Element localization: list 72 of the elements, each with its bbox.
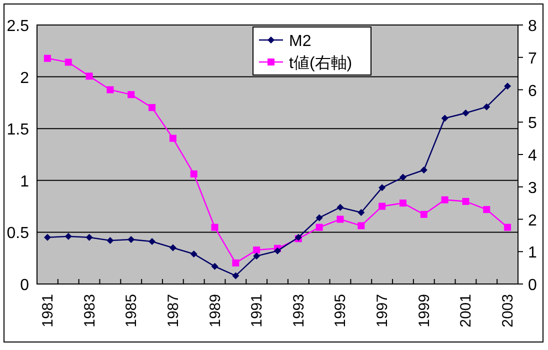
point <box>420 210 428 218</box>
point <box>358 222 365 230</box>
y-tick-label: 0 <box>20 277 30 294</box>
y-tick-label: 2 <box>20 70 30 87</box>
point <box>504 224 512 231</box>
point <box>336 216 344 223</box>
y2-tick-label: 7 <box>528 50 537 68</box>
point <box>190 250 198 258</box>
point <box>483 103 490 110</box>
point <box>44 234 51 241</box>
y2-tick-label: 0 <box>528 277 537 294</box>
y2-tick-label: 8 <box>528 18 537 35</box>
x-tick-label: 2001 <box>458 294 475 328</box>
point <box>483 206 490 214</box>
y2-tick-label: 4 <box>528 148 537 164</box>
y2-tick-label: 5 <box>528 115 537 132</box>
point <box>211 262 218 270</box>
point <box>378 184 386 192</box>
x-tick-label: 1999 <box>416 294 433 328</box>
point <box>86 72 93 80</box>
x-tick-label: 1993 <box>290 294 308 328</box>
point <box>420 166 428 174</box>
point <box>441 196 448 204</box>
point <box>253 252 260 260</box>
point <box>399 174 406 181</box>
point <box>462 198 470 205</box>
point <box>86 234 93 241</box>
point <box>504 82 512 90</box>
x-tick-label: 1995 <box>332 294 350 328</box>
point <box>399 200 406 207</box>
x-tick-label: 1989 <box>206 294 224 328</box>
x-tick-label: 1987 <box>164 294 182 328</box>
point <box>274 247 281 254</box>
point <box>64 58 72 66</box>
point <box>316 224 323 231</box>
point <box>128 236 135 243</box>
point <box>358 209 365 216</box>
point <box>462 110 470 117</box>
x-tick-label: 2003 <box>500 294 517 328</box>
y2-tick-label: 6 <box>528 82 537 100</box>
x-tick-label: 1991 <box>248 294 266 328</box>
point <box>106 86 114 94</box>
point <box>106 236 114 244</box>
point <box>128 91 135 98</box>
point <box>316 214 323 222</box>
point <box>441 114 448 122</box>
y-tick-label: 2.5 <box>6 18 30 35</box>
point <box>148 238 156 246</box>
x-tick-label: 1983 <box>81 294 98 328</box>
y2-tick-label: 3 <box>528 180 537 197</box>
y-tick-label: 1.5 <box>6 122 30 139</box>
point <box>190 170 198 178</box>
legend-label: t値(右軸) <box>289 54 352 72</box>
point <box>64 232 72 240</box>
y2-tick-label: 2 <box>528 212 537 230</box>
point <box>148 104 156 112</box>
point <box>378 202 386 210</box>
legend-label: M2 <box>289 33 312 50</box>
y2-tick-label: 1 <box>528 244 537 262</box>
point <box>169 244 176 252</box>
point <box>253 246 260 254</box>
y-tick-label: 0.5 <box>6 225 30 242</box>
point <box>232 259 240 266</box>
point <box>336 204 344 211</box>
x-tick-label: 1985 <box>123 294 140 328</box>
point <box>44 54 51 62</box>
x-tick-label: 1981 <box>39 294 56 328</box>
point <box>232 272 240 280</box>
y-tick-label: 1 <box>20 173 30 190</box>
point <box>211 224 218 231</box>
point <box>169 134 176 142</box>
x-tick-label: 1997 <box>374 294 392 328</box>
